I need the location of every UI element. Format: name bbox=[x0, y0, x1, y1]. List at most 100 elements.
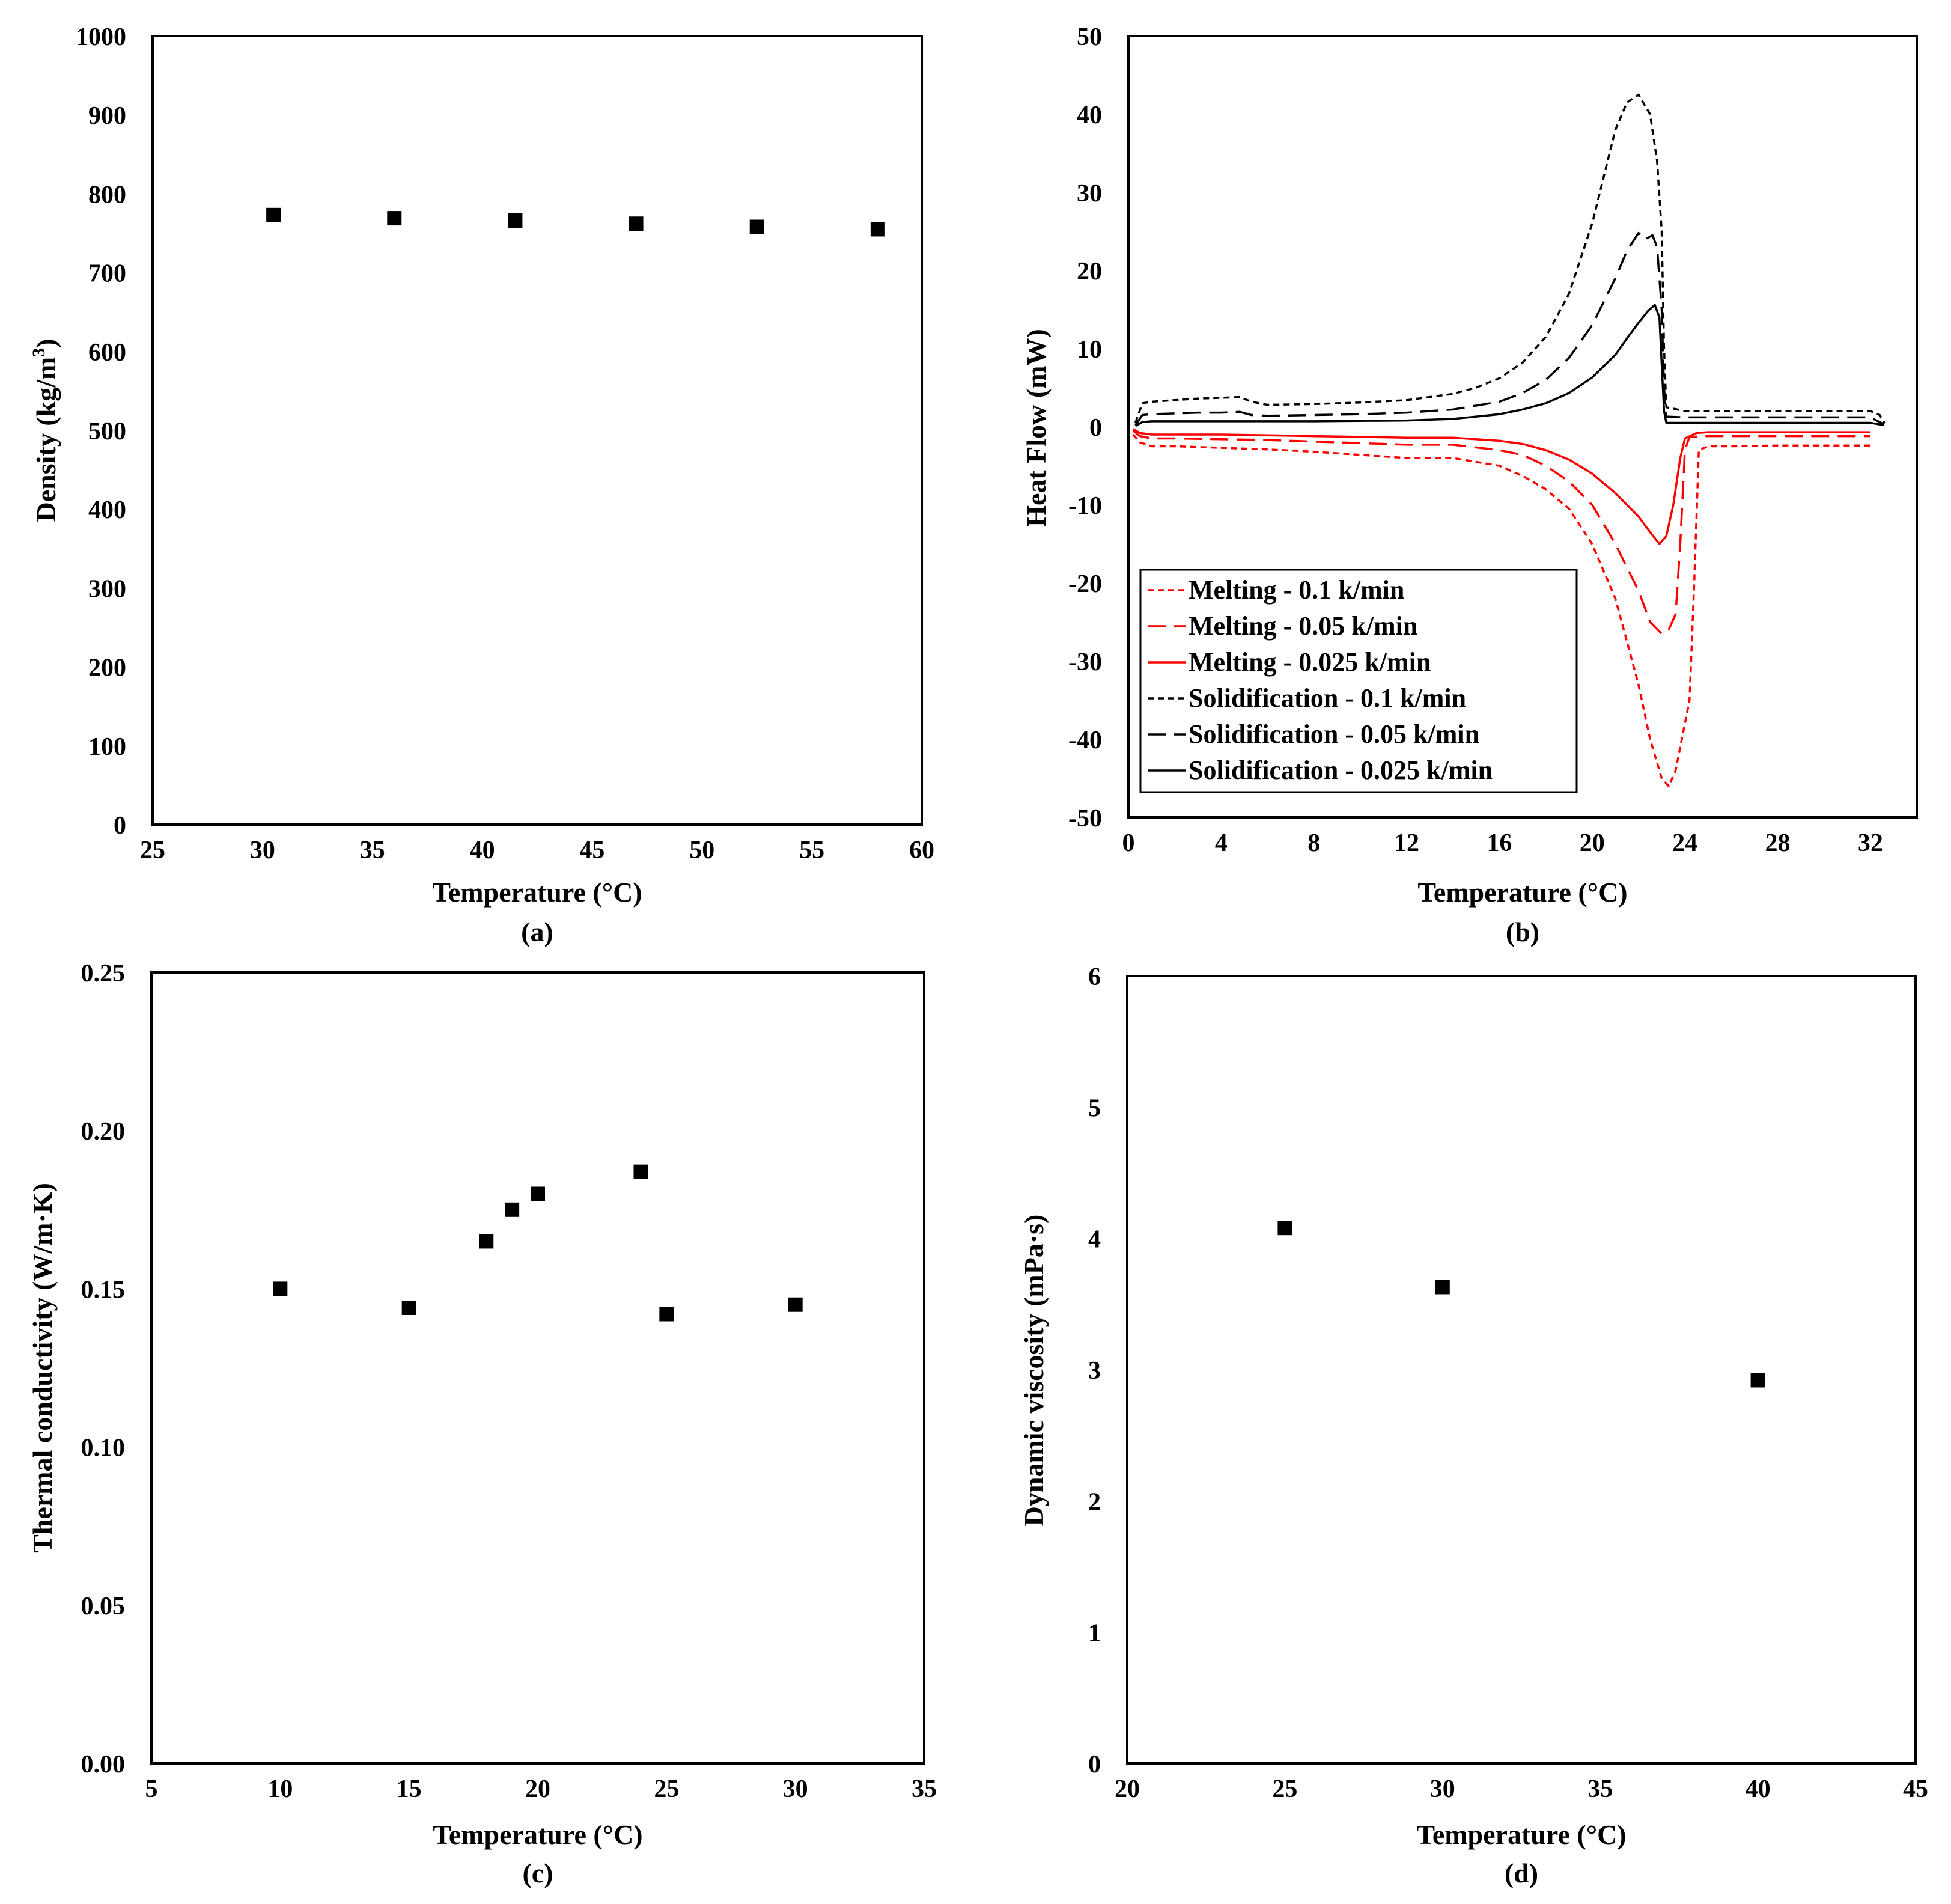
y-tick-label-c: 0.15 bbox=[81, 1276, 126, 1304]
y-ticks-a: 0 100 200 300 400 500 600 700 800 900 1000 bbox=[76, 23, 126, 840]
y-tick-label-a: 900 bbox=[88, 102, 126, 130]
x-tick-label-b: 32 bbox=[1858, 829, 1883, 857]
data-point-a bbox=[629, 216, 644, 231]
data-point-d bbox=[1435, 1280, 1450, 1295]
x-tick-label-a: 55 bbox=[799, 837, 824, 864]
y-tick-label-d: 5 bbox=[1088, 1094, 1101, 1122]
data-point-c bbox=[479, 1234, 494, 1249]
x-tick-label-a: 25 bbox=[140, 837, 165, 864]
y-tick-label-b: -50 bbox=[1068, 805, 1102, 832]
y-tick-label-a: 1000 bbox=[76, 23, 126, 51]
y-ticks-c: 0.00 0.05 0.10 0.15 0.20 0.25 bbox=[81, 960, 126, 1778]
y-tick-label-c: 0.20 bbox=[81, 1118, 126, 1146]
y-tick-label-b: -40 bbox=[1068, 727, 1102, 754]
y-tick-label-b: -30 bbox=[1068, 648, 1102, 676]
y-tick-label-a: 200 bbox=[88, 654, 126, 682]
legend-entry-4: Solidification - 0.1 k/min bbox=[1189, 683, 1466, 713]
y-tick-label-b: 0 bbox=[1089, 414, 1102, 442]
series-line-3 bbox=[1132, 428, 1870, 545]
panel-c: 5 10 15 20 25 30 35 0.00 0.05 0.10 0.15 0.20 0.25 T… bbox=[27, 960, 937, 1888]
plot-frame-d bbox=[1126, 975, 1917, 1765]
data-point-a bbox=[870, 222, 885, 237]
series-line-6 bbox=[1134, 304, 1885, 427]
data-point-c bbox=[505, 1202, 520, 1217]
x-tick-label-b: 20 bbox=[1580, 829, 1605, 857]
x-tick-label-d: 35 bbox=[1587, 1775, 1613, 1803]
x-tick-label-d: 30 bbox=[1430, 1775, 1455, 1803]
y-tick-label-b: 20 bbox=[1077, 258, 1102, 285]
data-points-d bbox=[1277, 1221, 1765, 1388]
y-tick-label-b: 40 bbox=[1077, 102, 1102, 129]
x-tick-label-c: 10 bbox=[267, 1775, 293, 1803]
x-tick-label-b: 24 bbox=[1672, 829, 1697, 857]
series-line-4 bbox=[1134, 93, 1886, 424]
y-axis-title-b: Heat Flow (mW) bbox=[1021, 329, 1052, 527]
legend-entry-3: Melting - 0.025 k/min bbox=[1189, 647, 1431, 677]
y-tick-label-b: -10 bbox=[1068, 492, 1102, 520]
x-tick-label-c: 15 bbox=[397, 1775, 422, 1803]
series-line-1 bbox=[1132, 433, 1870, 787]
data-point-a bbox=[508, 213, 523, 228]
y-tick-label-a: 800 bbox=[88, 181, 126, 209]
y-tick-label-b: 30 bbox=[1077, 180, 1102, 207]
x-tick-label-c: 35 bbox=[912, 1775, 937, 1803]
data-point-a bbox=[266, 207, 281, 222]
y-tick-label-d: 6 bbox=[1088, 963, 1101, 991]
plot-frame-a bbox=[151, 35, 923, 826]
curves-b bbox=[1132, 93, 1886, 787]
legend-entry-5: Solidification - 0.05 k/min bbox=[1189, 719, 1479, 749]
data-point-c bbox=[659, 1307, 674, 1322]
x-tick-label-b: 12 bbox=[1394, 829, 1419, 857]
y-tick-label-a: 600 bbox=[88, 339, 126, 367]
data-point-c bbox=[788, 1297, 803, 1312]
y-tick-label-c: 0.00 bbox=[81, 1751, 126, 1778]
panel-b: 0 4 8 12 16 20 24 28 32 -50 -40 -30 -20 -10 0 10 20 30 40… bbox=[1021, 23, 1918, 947]
data-point-d bbox=[1277, 1221, 1292, 1236]
x-axis-title-a: Temperature (°C) bbox=[432, 877, 642, 908]
y-tick-label-b: 50 bbox=[1077, 23, 1102, 51]
y-tick-label-a: 300 bbox=[88, 575, 126, 603]
x-tick-label-a: 50 bbox=[689, 837, 714, 864]
x-tick-label-c: 5 bbox=[145, 1775, 158, 1803]
x-tick-label-a: 40 bbox=[470, 837, 495, 864]
y-tick-label-d: 1 bbox=[1088, 1620, 1101, 1647]
data-point-c bbox=[633, 1164, 648, 1179]
x-axis-title-c: Temperature (°C) bbox=[433, 1819, 642, 1850]
x-tick-label-c: 20 bbox=[525, 1775, 550, 1803]
y-tick-label-a: 500 bbox=[88, 418, 126, 445]
data-point-c bbox=[273, 1281, 288, 1296]
x-ticks-d: 20 25 30 35 40 45 bbox=[1115, 1775, 1928, 1803]
x-tick-label-d: 45 bbox=[1903, 1775, 1928, 1803]
x-tick-label-d: 20 bbox=[1115, 1775, 1140, 1803]
y-tick-label-c: 0.05 bbox=[81, 1593, 126, 1620]
y-tick-label-d: 4 bbox=[1088, 1226, 1101, 1254]
legend-entry-2: Melting - 0.05 k/min bbox=[1189, 611, 1417, 641]
x-tick-label-a: 45 bbox=[579, 837, 604, 864]
x-tick-label-d: 40 bbox=[1746, 1775, 1771, 1803]
legend-box bbox=[1139, 569, 1578, 793]
data-point-a bbox=[387, 211, 402, 226]
y-tick-label-b: -20 bbox=[1068, 570, 1102, 598]
y-tick-label-c: 0.10 bbox=[81, 1435, 126, 1462]
x-tick-label-c: 25 bbox=[654, 1775, 679, 1803]
y-tick-label-d: 3 bbox=[1088, 1357, 1101, 1385]
y-tick-label-d: 2 bbox=[1088, 1488, 1101, 1516]
x-tick-label-a: 30 bbox=[250, 837, 275, 864]
data-point-a bbox=[749, 219, 764, 234]
x-ticks-c: 5 10 15 20 25 30 35 bbox=[145, 1775, 937, 1803]
y-ticks-b: -50 -40 -30 -20 -10 0 10 20 30 40 50 bbox=[1068, 23, 1102, 832]
x-axis-title-d: Temperature (°C) bbox=[1416, 1819, 1626, 1850]
y-tick-label-a: 400 bbox=[88, 496, 126, 524]
plot-frame-c bbox=[150, 971, 925, 1765]
x-tick-label-b: 16 bbox=[1487, 829, 1512, 857]
y-ticks-d: 0 1 2 3 4 5 6 bbox=[1088, 963, 1101, 1778]
y-tick-label-a: 0 bbox=[114, 812, 126, 840]
panel-label-b: (b) bbox=[1506, 917, 1539, 947]
y-axis-title-d: Dynamic viscosity (mPa·s) bbox=[1018, 1215, 1049, 1527]
legend-b: Melting - 0.1 k/min Melting - 0.05 k/min M… bbox=[1139, 569, 1578, 793]
data-point-d bbox=[1750, 1373, 1765, 1388]
series-line-2 bbox=[1132, 430, 1870, 635]
x-ticks-a: 25 30 35 40 45 50 55 60 bbox=[140, 837, 934, 864]
y-tick-label-a: 700 bbox=[88, 260, 126, 288]
